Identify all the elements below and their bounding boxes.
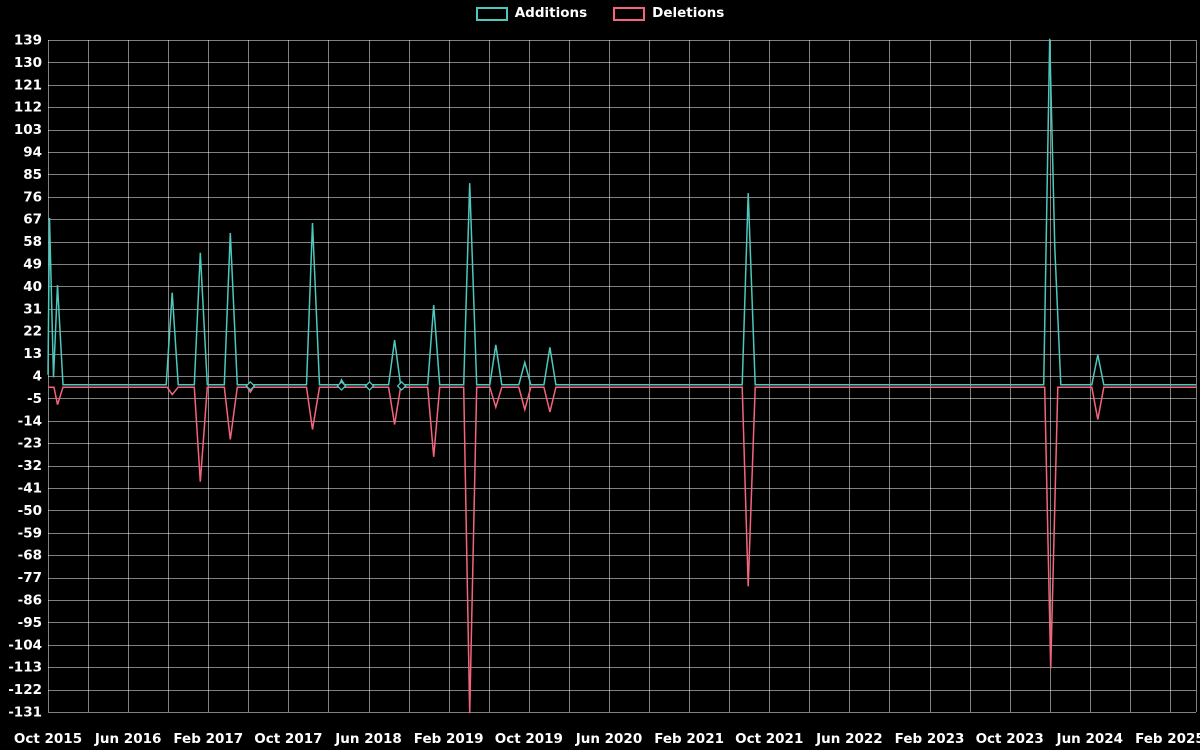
svg-text:-77: -77 [18,570,42,586]
svg-text:Jun 2022: Jun 2022 [815,731,883,747]
svg-text:-5: -5 [27,391,42,407]
svg-text:Oct 2017: Oct 2017 [254,731,322,747]
svg-text:-131: -131 [8,705,42,721]
svg-text:76: 76 [23,189,42,205]
svg-text:Oct 2019: Oct 2019 [495,731,563,747]
svg-text:4: 4 [33,369,42,385]
svg-text:-86: -86 [18,593,42,609]
svg-text:Jun 2016: Jun 2016 [94,731,162,747]
svg-text:Feb 2021: Feb 2021 [654,731,724,747]
svg-text:-95: -95 [18,615,42,631]
svg-text:Oct 2015: Oct 2015 [14,731,82,747]
diamond-marker [364,381,375,391]
svg-text:121: 121 [14,77,42,93]
svg-text:40: 40 [23,279,42,295]
diamond-marker [396,381,407,391]
svg-text:112: 112 [14,100,42,116]
diamond-marker [336,381,347,391]
legend: Additions Deletions [0,7,1200,21]
svg-text:Jun 2024: Jun 2024 [1056,731,1124,747]
deletions-legend-label: Deletions [652,5,725,22]
additions-legend-label: Additions [514,5,588,22]
svg-text:Jun 2020: Jun 2020 [575,731,643,747]
svg-text:31: 31 [23,301,42,317]
svg-text:Oct 2023: Oct 2023 [976,731,1044,747]
additions-swatch [475,7,508,21]
y-axis-tick-labels: 139 130 121 112 103 94 85 76 67 58 49 40 31 22 13 4 -5 -1… [8,33,42,721]
svg-text:Oct 2021: Oct 2021 [735,731,803,747]
svg-text:49: 49 [23,257,42,273]
svg-text:-59: -59 [18,525,42,541]
svg-text:-50: -50 [18,503,42,519]
deletions-swatch [613,7,646,21]
svg-text:Feb 2019: Feb 2019 [414,731,484,747]
svg-text:Feb 2023: Feb 2023 [895,731,965,747]
additions-line [47,38,1196,386]
svg-text:Jun 2018: Jun 2018 [334,731,402,747]
svg-text:22: 22 [23,324,42,340]
svg-text:-113: -113 [8,660,42,676]
svg-text:85: 85 [23,167,42,183]
x-axis-tick-labels: Oct 2015 Jun 2016 Feb 2017 Oct 2017 Jun 2018… [14,731,1200,747]
svg-text:-68: -68 [18,548,42,564]
svg-text:13: 13 [23,346,42,362]
deletions-line [48,386,1196,714]
svg-text:130: 130 [14,55,42,71]
svg-text:-41: -41 [18,481,42,497]
svg-text:94: 94 [23,145,42,161]
point-markers [245,381,407,391]
svg-text:-122: -122 [8,682,42,698]
svg-text:-32: -32 [18,458,42,474]
svg-text:-14: -14 [18,413,42,429]
diamond-marker [245,381,256,391]
svg-text:-104: -104 [8,637,42,653]
legend-item-deletions[interactable]: Deletions [613,7,724,21]
svg-text:Feb 2025: Feb 2025 [1135,731,1200,747]
grid-lines [48,40,1197,713]
svg-text:103: 103 [14,122,42,138]
svg-text:Feb 2017: Feb 2017 [173,731,243,747]
svg-text:67: 67 [23,212,42,228]
svg-text:58: 58 [23,234,42,250]
svg-text:-23: -23 [18,436,42,452]
svg-text:139: 139 [14,33,42,49]
legend-item-additions[interactable]: Additions [475,5,588,22]
